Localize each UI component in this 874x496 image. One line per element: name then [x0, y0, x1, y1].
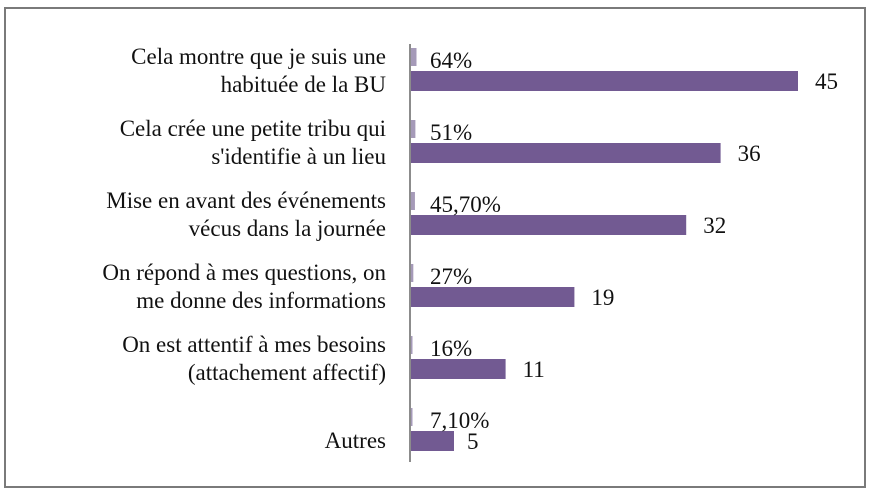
value-data-label: 36	[738, 141, 761, 166]
percent-bar	[411, 120, 416, 138]
category-label-line: On répond à mes questions, on	[102, 260, 386, 285]
percent-data-label: 45,70%	[430, 192, 501, 217]
value-bar	[411, 431, 454, 451]
category-label: Mise en avant des événements vécus dans l…	[106, 188, 386, 241]
percent-bar	[411, 192, 415, 210]
category-label: On répond à mes questions, on me donne de…	[102, 260, 386, 313]
value-bar	[411, 215, 687, 235]
category-label-line: s'identifie à un lieu	[211, 144, 386, 169]
percent-bar	[411, 48, 417, 66]
bars-layer	[411, 48, 798, 451]
percent-data-label: 51%	[430, 120, 472, 145]
percent-data-label: 64%	[430, 48, 472, 73]
category-label: Cela crée une petite tribu qui s'identifi…	[120, 116, 387, 169]
percent-bar	[411, 264, 414, 282]
value-data-label: 5	[467, 429, 479, 454]
percent-data-label: 16%	[430, 336, 472, 361]
category-label-line: (attachement affectif)	[188, 360, 386, 385]
value-data-label: 32	[703, 213, 726, 238]
value-bar	[411, 71, 798, 91]
percent-bar	[411, 336, 413, 354]
category-label-line: Autres	[325, 428, 386, 453]
category-label-line: vécus dans la journée	[189, 216, 386, 241]
value-bar	[411, 287, 575, 307]
value-bar	[411, 359, 506, 379]
category-label-line: Mise en avant des événements	[106, 188, 386, 213]
value-data-label: 45	[815, 69, 838, 94]
category-label-line: me donne des informations	[136, 288, 386, 313]
category-label-line: Cela crée une petite tribu qui	[120, 116, 386, 141]
labels-layer: 64% 45 Cela montre que je suis une habituée…	[102, 44, 838, 454]
value-bar	[411, 143, 721, 163]
percent-data-label: 7,10%	[430, 408, 489, 433]
percent-data-label: 27%	[430, 264, 472, 289]
category-label: Cela montre que je suis une habituée de l…	[131, 44, 386, 97]
category-label-line: On est attentif à mes besoins	[122, 332, 386, 357]
category-label: On est attentif à mes besoins (attachemen…	[122, 332, 386, 385]
category-label-line: habituée de la BU	[221, 72, 387, 97]
category-label: Autres	[325, 428, 386, 453]
category-label-line: Cela montre que je suis une	[131, 44, 386, 69]
value-data-label: 19	[591, 285, 614, 310]
percent-bar	[411, 408, 413, 426]
value-data-label: 11	[523, 357, 545, 382]
